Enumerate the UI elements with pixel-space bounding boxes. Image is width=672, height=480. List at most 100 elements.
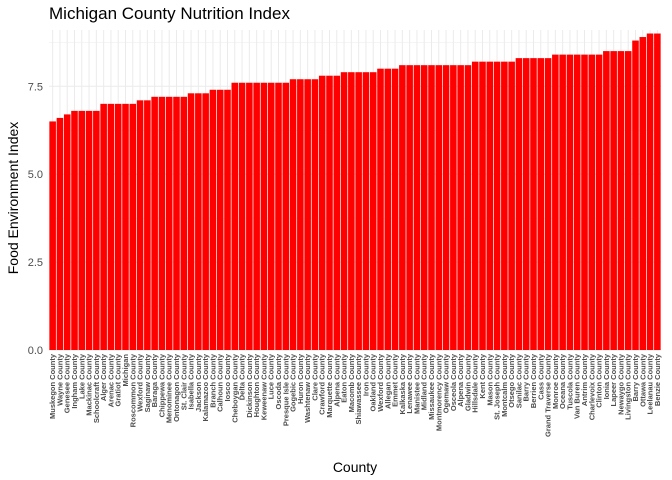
bar [238,82,246,350]
x-tick-label: Cheboygan County [230,353,239,423]
x-tick-label: Lake County [77,353,86,399]
bar [399,65,406,351]
x-tick-label: Monroe County [551,353,560,409]
x-tick-label: Roscommon County [128,353,137,427]
x-tick-label: Midland County [420,353,429,410]
bar [209,89,217,351]
bar [267,82,275,350]
bar [122,103,129,350]
bar [282,82,290,350]
x-tick-label: Ingham County [70,353,79,408]
x-tick-label: Benzie County [653,353,662,406]
x-tick-label: Gratiot County [114,353,123,406]
bar [573,54,581,350]
bar [144,100,151,350]
x-tick-label: Ontonagon County [172,353,181,422]
bar [632,40,639,351]
x-tick-label: Montmorency County [434,353,443,431]
bar [180,96,188,350]
x-tick-label: Barry County [522,353,531,401]
x-tick-label: Marquette County [325,353,334,418]
x-tick-label: Gladwin County [463,353,472,411]
bar [369,72,377,350]
bar [457,65,464,351]
chart-title: Michigan County Nutrition Index [49,4,290,23]
x-tick-label: Genesee County [63,353,72,413]
x-tick-label: St. Clair County [179,353,188,410]
bar [493,61,501,351]
x-tick-label: Leelanau County [646,353,655,414]
bar [151,96,158,350]
bar [479,61,486,351]
bar [348,72,355,350]
x-tick-label: Hillsdale County [471,353,480,413]
x-tick-label: Cass County [536,353,545,400]
x-tick-label: Crawford County [318,353,327,415]
bar [289,79,297,350]
x-tick-label: Wexford County [376,353,385,412]
x-tick-label: Eaton County [340,353,349,403]
bar [275,82,282,350]
bar [216,89,224,351]
x-tick-label: Isabella County [187,353,196,409]
x-tick-label: Iosco County [223,353,232,401]
x-axis-title: County [333,459,377,475]
x-tick-label: Berrien County [529,353,538,408]
x-tick-label: Muskegon County [48,353,57,419]
bar [165,96,173,350]
bar [559,54,566,350]
bar [100,103,107,350]
x-tick-label: Kalkaska County [398,353,407,414]
x-tick-label: Menominee County [165,353,174,423]
bar [362,72,370,350]
y-tick-label: 7.5 [28,81,43,93]
x-tick-label: Kalamazoo County [201,353,210,421]
bar [450,65,457,351]
y-tick-label: 5.0 [28,169,43,181]
bar [639,37,647,351]
x-tick-label: Delta County [238,353,247,400]
bar [537,58,545,350]
x-tick-label: Saginaw County [143,353,152,412]
x-tick-label: Calhoun County [216,353,225,412]
bar [49,121,56,350]
bar [93,110,100,350]
x-tick-label: Clare County [310,353,319,401]
x-tick-label: Presque Isle County [281,353,290,426]
y-axis-title: Food Environment Index [5,122,21,275]
x-tick-label: Tuscola County [565,353,574,410]
x-tick-label: Osceola County [449,353,458,411]
bar [595,54,603,350]
bar [654,33,661,351]
x-tick-label: Manistee County [412,353,421,414]
bar [435,65,443,351]
x-tick-label: Missaukee County [427,353,436,420]
x-tick-label: Lenawee County [405,353,414,413]
bar [173,96,180,350]
bar [566,54,574,350]
x-tick-label: Oscoda County [274,353,283,409]
x-tick-label: Allegan County [383,353,392,409]
x-tick-label: Alpena County [332,353,341,407]
bar [486,61,494,351]
bar [78,110,86,350]
bar [187,93,195,351]
x-tick-label: Alpena County [456,353,465,407]
bar [195,93,202,351]
bar [515,58,523,350]
y-tick-label: 0.0 [28,345,43,357]
bar [544,58,552,350]
x-tick-label: Chippewa County [157,353,166,417]
bar [646,33,654,351]
x-tick-label: Mason County [485,353,494,405]
x-tick-label: Clinton County [595,353,604,408]
x-tick-label: Lapeer County [609,353,618,406]
x-tick-label: Oceana County [558,353,567,409]
bar [253,82,260,350]
x-tick-label: Kent County [478,353,487,398]
bar [530,58,537,350]
x-tick-label: Baraga County [150,353,159,407]
bar [224,89,231,351]
bar [501,61,508,351]
